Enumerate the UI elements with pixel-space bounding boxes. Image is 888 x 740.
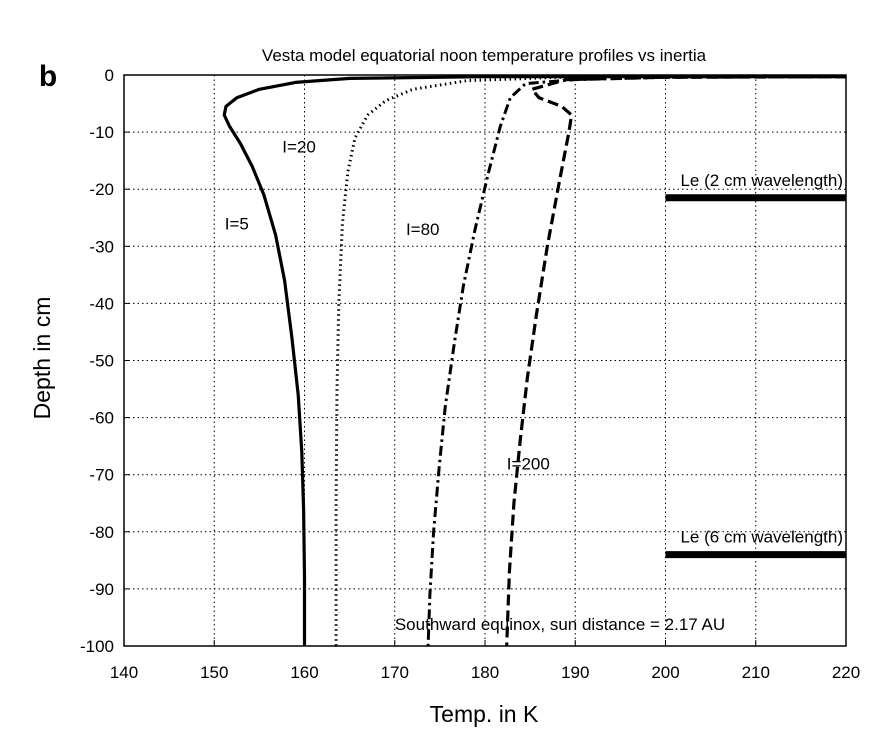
- x-tick-label: 200: [651, 663, 679, 682]
- x-tick-label: 140: [110, 663, 138, 682]
- y-tick-label: -20: [89, 180, 114, 199]
- y-tick-label: -60: [89, 409, 114, 428]
- reference-bar-label: Le (2 cm wavelength): [680, 171, 843, 190]
- chart-title: Vesta model equatorial noon temperature …: [262, 46, 707, 65]
- y-tick-label: -80: [89, 523, 114, 542]
- series-labels: I=5 I=20 I=80 I=200: [225, 137, 550, 473]
- y-tick-label: -10: [89, 123, 114, 142]
- x-tick-label: 220: [832, 663, 860, 682]
- x-tick-label: 170: [381, 663, 409, 682]
- x-axis-label: Temp. in K: [430, 701, 539, 727]
- y-tick-label: -40: [89, 294, 114, 313]
- series-label-i5: I=5: [225, 214, 249, 233]
- x-tick-label: 150: [200, 663, 228, 682]
- y-tick-labels: 0 -10 -20 -30 -40 -50 -60 -70 -80 -90 -100: [80, 66, 130, 656]
- y-tick-label: -100: [80, 637, 114, 656]
- series-line-i20: [334, 75, 846, 646]
- y-tick-label: -70: [89, 466, 114, 485]
- y-tick-label: -90: [89, 580, 114, 599]
- x-tick-label: 180: [471, 663, 499, 682]
- series-line-i200: [505, 75, 847, 647]
- series-label-i80: I=80: [406, 220, 440, 239]
- series-line-i5: [222, 75, 846, 646]
- x-tick-labels: 140 150 160 170 180 190 200 210 220: [110, 640, 860, 682]
- reference-bar-label: Le (6 cm wavelength): [680, 528, 843, 547]
- x-tick-label: 160: [290, 663, 318, 682]
- y-tick-label: -30: [89, 237, 114, 256]
- series-label-i200: I=200: [507, 454, 550, 473]
- series-lines: [222, 75, 847, 647]
- y-tick-label: -50: [89, 352, 114, 371]
- series-line-i80: [426, 75, 847, 647]
- panel-label: b: [39, 60, 57, 93]
- grid-lines: [124, 75, 846, 646]
- annotation-text: Southward equinox, sun distance = 2.17 A…: [395, 615, 725, 634]
- y-tick-label: 0: [105, 66, 114, 85]
- reference-bars: Le (2 cm wavelength) Le (6 cm wavelength): [665, 171, 846, 559]
- x-tick-label: 190: [561, 663, 589, 682]
- series-label-i20: I=20: [282, 137, 316, 156]
- y-axis-label: Depth in cm: [29, 297, 55, 420]
- x-tick-label: 210: [742, 663, 770, 682]
